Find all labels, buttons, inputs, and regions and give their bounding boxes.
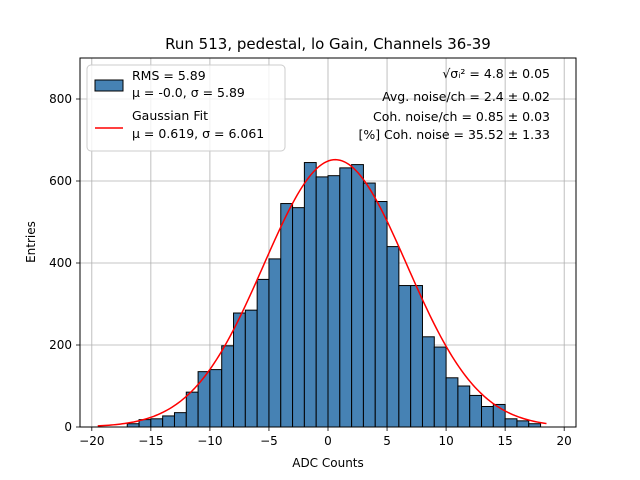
histogram-bar (433, 346, 447, 428)
noise-stats: √σᵢ² = 4.8 ± 0.05 Avg. noise/ch = 2.4 ± … (358, 66, 550, 142)
histogram-bar (209, 369, 223, 428)
legend-box (86, 64, 286, 152)
legend-hist-swatch (94, 79, 124, 92)
histogram-bar (386, 246, 400, 428)
x-tick-label: 20 (557, 434, 572, 448)
stat-avg-noise: Avg. noise/ch = 2.4 ± 0.02 (382, 89, 550, 104)
y-axis-ticks: 0 200 400 600 800 (49, 92, 80, 434)
histogram-bar (173, 412, 187, 428)
histogram-bar (481, 406, 494, 428)
gaussian-fit (97, 158, 547, 427)
histogram-bar (303, 162, 317, 428)
histogram-bar (469, 394, 483, 428)
histogram-bar (410, 285, 423, 428)
y-tick-label: 0 (64, 420, 72, 434)
chart-title: Run 513, pedestal, lo Gain, Channels 36-… (165, 35, 491, 53)
histogram-bar (256, 278, 270, 428)
histogram-bar (244, 309, 258, 428)
histogram-bar (150, 418, 164, 428)
stat-coh-noise-percent: [%] Coh. noise = 35.52 ± 1.33 (358, 127, 550, 142)
histogram-bar (327, 175, 341, 428)
histogram-bar (351, 164, 364, 428)
fit-curve (97, 158, 547, 427)
histogram-bar (315, 176, 329, 428)
x-tick-label: 0 (324, 434, 332, 448)
x-tick-label: −15 (138, 434, 163, 448)
x-tick-label: −20 (79, 434, 104, 448)
y-tick-label: 200 (49, 338, 72, 352)
histogram-bar (280, 203, 294, 428)
stat-sigma: √σᵢ² = 4.8 ± 0.05 (442, 66, 550, 81)
histogram-bar (398, 285, 412, 428)
x-tick-label: 10 (438, 434, 453, 448)
histogram-bar (185, 391, 199, 428)
histogram-bar (162, 415, 175, 428)
histogram-bar (292, 207, 305, 428)
histogram-bar (221, 345, 235, 428)
x-axis-label: ADC Counts (292, 456, 364, 470)
histogram-bar (457, 385, 471, 428)
histogram-bar (268, 258, 282, 428)
histogram-bars (126, 162, 542, 428)
histogram-bar (504, 418, 518, 428)
histogram-bar (362, 182, 376, 428)
legend-hist-params: μ = -0.0, σ = 5.89 (132, 85, 245, 100)
y-axis-label: Entries (24, 221, 38, 263)
histogram-bar (233, 312, 246, 428)
histogram-bar (445, 377, 459, 428)
legend-fit-params: μ = 0.619, σ = 6.061 (132, 126, 264, 141)
y-tick-label: 600 (49, 174, 72, 188)
y-tick-label: 800 (49, 92, 72, 106)
histogram-bar (516, 420, 530, 428)
legend-fit-label: Gaussian Fit (132, 108, 208, 123)
stat-coh-noise: Coh. noise/ch = 0.85 ± 0.03 (373, 109, 550, 124)
x-tick-label: 5 (383, 434, 391, 448)
x-tick-label: −5 (260, 434, 278, 448)
y-tick-label: 400 (49, 256, 72, 270)
legend: RMS = 5.89 μ = -0.0, σ = 5.89 Gaussian F… (86, 64, 286, 152)
histogram-bar (197, 371, 211, 428)
x-axis-ticks: −20 −15 −10 −5 0 5 10 15 20 (79, 427, 572, 448)
histogram-bar (374, 201, 388, 428)
histogram-bar (339, 167, 353, 428)
x-tick-label: −10 (197, 434, 222, 448)
histogram-bar (421, 336, 435, 428)
legend-rms: RMS = 5.89 (132, 68, 206, 83)
x-tick-label: 15 (498, 434, 513, 448)
